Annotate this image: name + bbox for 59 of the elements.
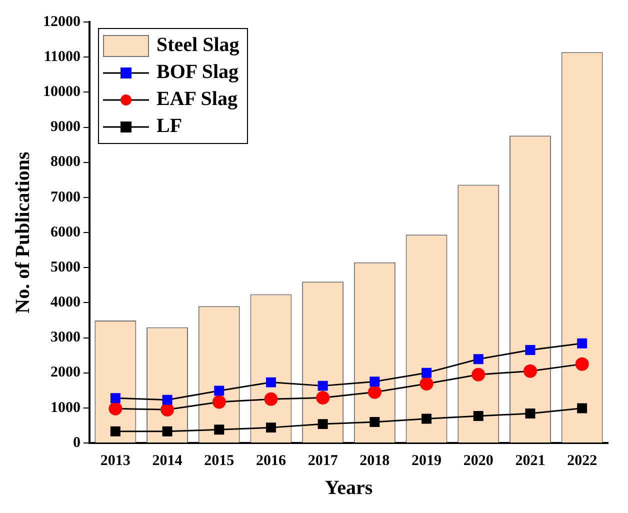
point <box>318 380 328 391</box>
legend-label: LF <box>156 115 182 138</box>
point <box>266 377 276 388</box>
x-tick-label: 2022 <box>567 452 598 469</box>
x-tick-label: 2014 <box>152 452 183 469</box>
y-tick-label: 6000 <box>50 224 80 240</box>
y-tick-label: 0 <box>73 434 80 451</box>
point <box>266 422 276 433</box>
point <box>420 376 434 390</box>
point <box>575 357 589 371</box>
point <box>577 403 588 414</box>
point <box>473 354 484 364</box>
x-tick-label: 2013 <box>100 452 130 469</box>
x-tick-label: 2016 <box>256 452 286 469</box>
point <box>368 385 382 399</box>
point <box>162 426 172 436</box>
point <box>264 392 278 406</box>
y-tick-label: 11000 <box>44 48 80 65</box>
y-tick-label: 5000 <box>50 259 80 276</box>
point <box>214 424 224 435</box>
point <box>162 394 172 405</box>
point <box>472 368 486 382</box>
point <box>110 426 120 436</box>
point <box>370 376 380 387</box>
point <box>318 419 328 430</box>
point <box>422 414 432 424</box>
point <box>212 395 226 409</box>
point <box>110 393 120 404</box>
y-tick-label: 9000 <box>50 119 80 136</box>
point <box>108 402 122 416</box>
point <box>160 402 174 416</box>
x-tick-label: 2015 <box>204 452 234 469</box>
x-tick-label: 2017 <box>308 452 338 469</box>
x-tick-label: 2018 <box>360 452 390 469</box>
y-tick-label: 1000 <box>50 400 80 416</box>
y-tick-label: 2000 <box>50 364 80 381</box>
y-tick-label: 12000 <box>43 14 80 30</box>
y-axis-title: No. of Publications <box>12 151 34 314</box>
x-tick-label: 2019 <box>412 452 442 469</box>
point <box>473 410 484 421</box>
x-axis-title: Years <box>324 477 373 500</box>
x-tick-label: 2020 <box>463 452 494 469</box>
y-tick-label: 3000 <box>50 330 80 346</box>
point <box>370 416 380 427</box>
point <box>577 338 588 348</box>
y-tick-label: 7000 <box>50 189 80 206</box>
legend-label: EAF Slag <box>156 88 238 111</box>
point <box>214 386 224 396</box>
y-tick-label: 8000 <box>50 154 80 170</box>
point <box>525 345 536 356</box>
x-tick-label: 2021 <box>515 452 546 469</box>
legend-label: Steel Slag <box>156 34 240 57</box>
legend-label: BOF Slag <box>156 61 239 84</box>
y-tick-label: 4000 <box>50 294 80 311</box>
point <box>523 364 537 378</box>
y-tick-label: 10000 <box>43 84 80 100</box>
point <box>525 408 536 419</box>
point <box>316 390 330 404</box>
point <box>422 368 432 378</box>
